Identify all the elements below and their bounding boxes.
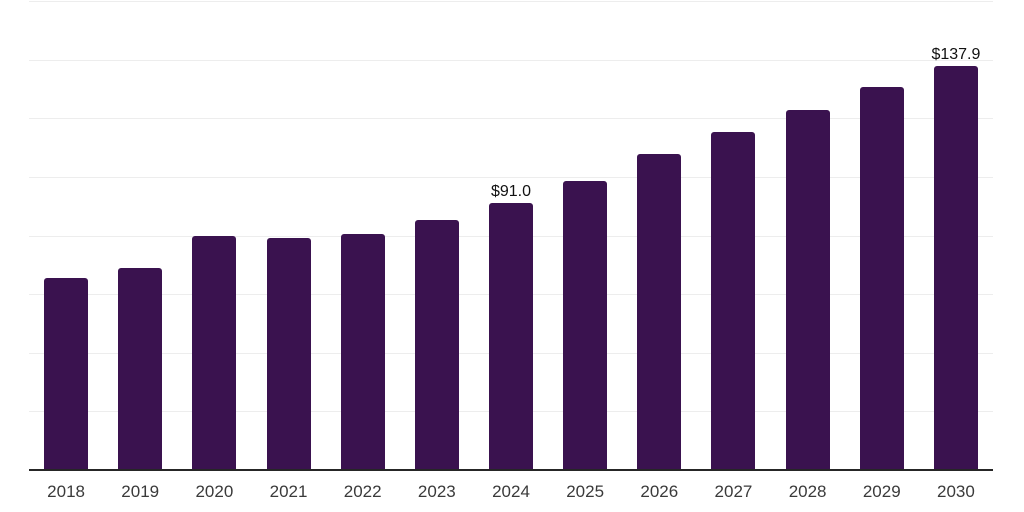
x-tick-label-2021: 2021	[269, 482, 308, 501]
x-tick-label-2023: 2023	[417, 482, 456, 501]
x-tick-label-2022: 2022	[343, 482, 382, 501]
x-tick-label-2030: 2030	[937, 482, 975, 501]
bar-2026	[637, 154, 682, 470]
x-tick-label-2027: 2027	[714, 482, 753, 501]
x-tick-label-2024: 2024	[492, 482, 530, 501]
bar-2028	[785, 109, 830, 470]
x-tick-label-2026: 2026	[640, 482, 679, 501]
bar-2022	[340, 234, 385, 470]
y-gridline	[29, 1, 993, 3]
x-tick-label-2025: 2025	[566, 482, 605, 501]
x-tick-label-2018: 2018	[47, 482, 85, 501]
x-tick-label-2019: 2019	[121, 482, 160, 501]
bar-2019	[118, 268, 163, 470]
bar-2021	[266, 237, 311, 470]
bar-2024	[489, 203, 533, 470]
data-label-2030: $137.9	[931, 45, 981, 63]
y-gridline	[29, 118, 993, 120]
bar-2027	[711, 132, 756, 470]
bar-2023	[414, 220, 459, 470]
x-tick-label-2020: 2020	[195, 482, 234, 501]
plot-area: $91.0 $137.9	[29, 0, 993, 470]
bar-2030	[933, 65, 978, 470]
data-label-2024: $91.0	[490, 183, 532, 201]
bar-2025	[563, 181, 608, 470]
x-tick-label-2029: 2029	[862, 482, 901, 501]
bar-2018	[44, 278, 89, 470]
bar-2020	[192, 235, 237, 470]
x-axis-line	[29, 469, 993, 471]
x-tick-label-2028: 2028	[788, 482, 827, 501]
y-gridline	[29, 176, 993, 178]
bar-2029	[859, 86, 904, 470]
y-gridline	[29, 59, 993, 61]
